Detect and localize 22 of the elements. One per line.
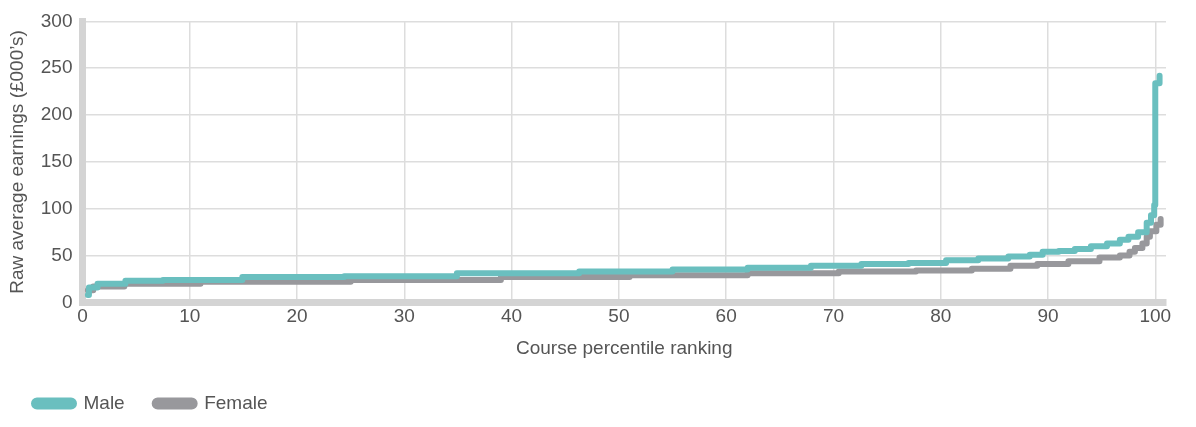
x-axis-title: Course percentile ranking bbox=[515, 336, 733, 358]
x-tick-label: 20 bbox=[286, 305, 308, 327]
x-tick-label: 30 bbox=[393, 305, 415, 327]
y-tick-label: 150 bbox=[40, 150, 73, 172]
x-tick-label: 10 bbox=[179, 305, 201, 327]
x-tick-label: 40 bbox=[501, 305, 523, 327]
y-tick-label: 50 bbox=[51, 243, 73, 265]
x-tick-label: 0 bbox=[77, 305, 88, 327]
x-tick-label: 90 bbox=[1037, 305, 1059, 327]
x-tick-label: 100 bbox=[1139, 305, 1172, 327]
y-tick-label: 300 bbox=[40, 9, 73, 31]
x-tick-label: 80 bbox=[930, 305, 952, 327]
x-tick-label: 70 bbox=[822, 305, 845, 327]
y-tick-label: 100 bbox=[40, 196, 73, 218]
y-tick-label: 250 bbox=[40, 56, 73, 78]
x-tick-label: 50 bbox=[608, 305, 630, 327]
x-tick-label: 60 bbox=[715, 305, 737, 327]
y-tick-label: 200 bbox=[40, 103, 73, 125]
y-axis-title: Raw average earnings (£000’s) bbox=[5, 30, 27, 294]
legend-label: Male bbox=[83, 391, 125, 413]
legend-label: Female bbox=[204, 391, 268, 413]
y-tick-label: 0 bbox=[61, 290, 73, 312]
